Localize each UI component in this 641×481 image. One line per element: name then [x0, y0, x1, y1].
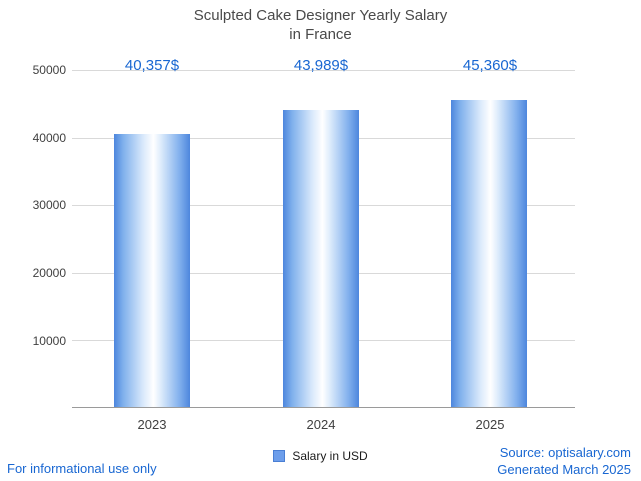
source-block: Source: optisalary.com Generated March 2…: [497, 444, 631, 478]
ytick-10000: 10000: [32, 334, 66, 348]
x-axis-line: [72, 407, 575, 408]
xtick-2023: 2023: [137, 417, 167, 432]
source-link[interactable]: Source: optisalary.com: [499, 445, 631, 460]
chart-title: Sculpted Cake Designer Yearly Salary in …: [0, 6, 641, 44]
xtick-2025: 2025: [475, 417, 505, 432]
legend: Salary in USD: [0, 449, 641, 463]
gridline-50000: [72, 70, 575, 71]
bar-2024: [283, 109, 359, 407]
ytick-20000: 20000: [32, 266, 66, 280]
informational-note: For informational use only: [7, 461, 157, 476]
bar-2025: [451, 100, 527, 407]
xtick-2024: 2024: [306, 417, 336, 432]
ytick-30000: 30000: [32, 198, 66, 212]
ytick-40000: 40000: [32, 131, 66, 145]
legend-swatch-icon: [273, 450, 286, 462]
legend-label: Salary in USD: [292, 449, 368, 463]
value-label-2023: 40,357$: [124, 57, 180, 74]
chart-title-line2: in France: [289, 26, 352, 43]
value-label-2025: 45,360$: [462, 57, 518, 74]
value-label-2024: 43,989$: [293, 57, 349, 74]
ytick-50000: 50000: [32, 63, 66, 77]
plot-area: [72, 70, 575, 408]
generated-date: Generated March 2025: [497, 462, 631, 477]
bar-2023: [114, 134, 190, 407]
chart-title-line1: Sculpted Cake Designer Yearly Salary: [193, 7, 448, 24]
